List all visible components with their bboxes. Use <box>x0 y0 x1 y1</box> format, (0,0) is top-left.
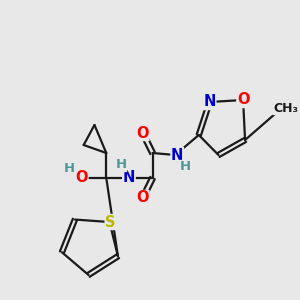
Text: CH₃: CH₃ <box>273 101 298 115</box>
Text: H: H <box>179 160 191 173</box>
Text: N: N <box>171 148 183 163</box>
Text: N: N <box>203 94 216 110</box>
Text: H: H <box>116 158 127 172</box>
Text: O: O <box>237 92 249 107</box>
Text: N: N <box>123 170 135 185</box>
Text: H: H <box>63 161 74 175</box>
Text: O: O <box>75 170 88 185</box>
Text: O: O <box>136 190 149 206</box>
Text: O: O <box>136 125 149 140</box>
Text: S: S <box>105 214 116 230</box>
